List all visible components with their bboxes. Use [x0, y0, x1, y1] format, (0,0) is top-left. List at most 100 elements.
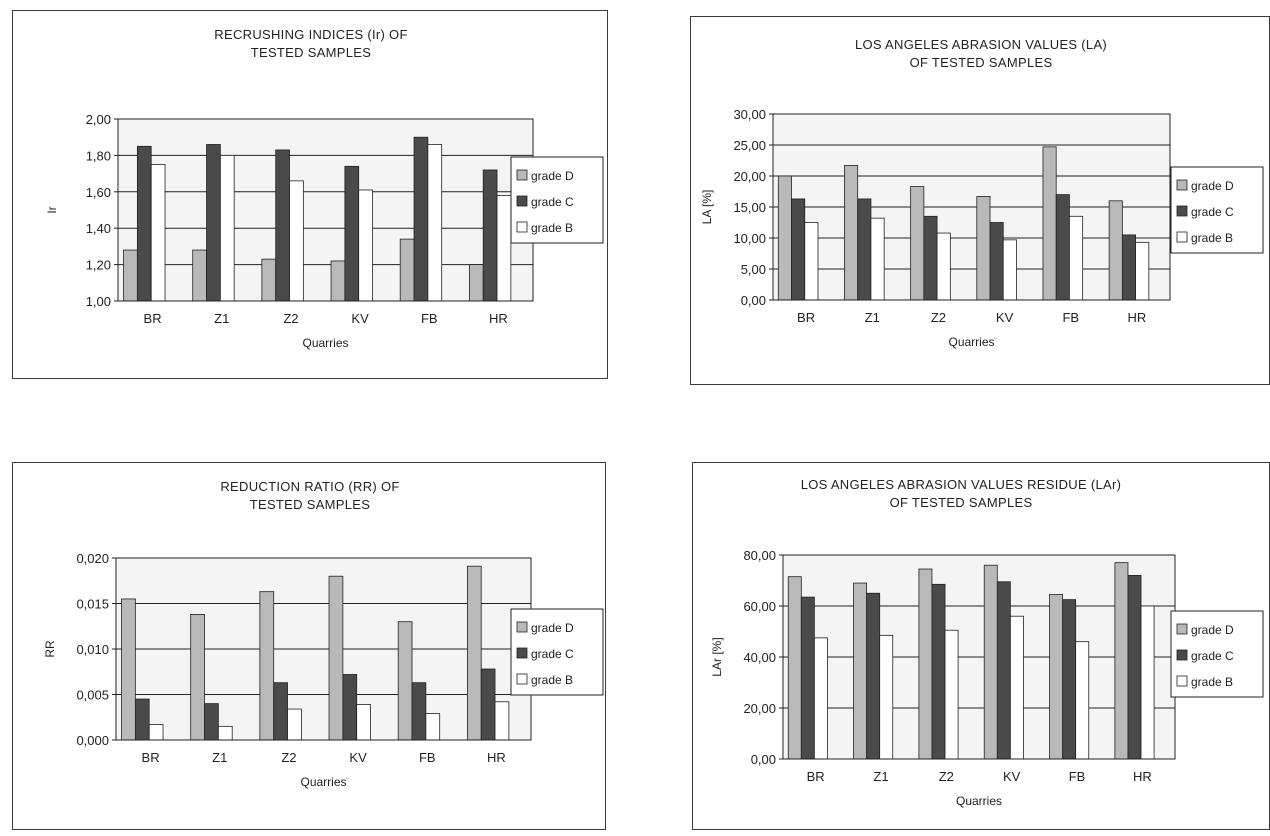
x-tick-label: Z2 [283, 311, 298, 326]
bar-grade-B-FB [1075, 641, 1090, 760]
legend-swatch [516, 673, 528, 685]
y-axis-label: RR [43, 640, 57, 658]
bar-grade-D-KV [976, 196, 991, 301]
bar-grade-B-HR [496, 195, 512, 302]
x-tick-label: HR [489, 311, 508, 326]
bar-grade-B-Z1 [219, 154, 235, 302]
y-tick-label: 1,00 [86, 294, 111, 309]
legend-label: grade C [531, 647, 574, 661]
bar-grade-B-BR [804, 222, 819, 301]
bar-grade-B-Z2 [287, 708, 302, 741]
bar-grade-B-BR [813, 637, 828, 760]
y-tick-label: 20,00 [733, 169, 766, 184]
x-tick-label: Z2 [931, 310, 946, 325]
bar-grade-D-FB [399, 238, 415, 302]
legend-label: grade B [1191, 675, 1233, 689]
chart-panel-la-abrasion: LOS ANGELES ABRASION VALUES (LA) OF TESTE… [690, 16, 1270, 385]
bar-grade-C-BR [136, 145, 152, 302]
y-tick-label: 5,00 [741, 262, 766, 277]
x-tick-label: FB [421, 311, 438, 326]
legend-swatch [1176, 623, 1188, 635]
chart-title: LOS ANGELES ABRASION VALUES RESIDUE (LAr… [801, 477, 1122, 492]
x-tick-label: FB [1062, 310, 1079, 325]
bar-grade-C-KV [996, 581, 1011, 760]
chart-panel-lar-abrasion: LOS ANGELES ABRASION VALUES RESIDUE (LAr… [692, 462, 1270, 830]
x-tick-label: KV [1003, 769, 1021, 784]
bar-grade-D-Z1 [844, 165, 859, 301]
bar-grade-C-FB [413, 136, 429, 302]
chart-title: LOS ANGELES ABRASION VALUES (LA) [855, 37, 1107, 52]
chart-subtitle: TESTED SAMPLES [251, 45, 372, 60]
chart-subtitle: OF TESTED SAMPLES [890, 495, 1033, 510]
y-tick-label: 30,00 [733, 107, 766, 122]
legend-swatch [1176, 205, 1188, 217]
bar-grade-D-FB [1042, 146, 1057, 301]
x-tick-label: BR [807, 769, 825, 784]
bar-grade-D-FB [1049, 594, 1064, 760]
bar-grade-B-Z2 [944, 629, 959, 760]
legend-label: grade B [1191, 231, 1233, 245]
bar-grade-D-KV [328, 575, 344, 741]
bar-grade-B-FB [427, 144, 443, 302]
legend-label: grade B [531, 673, 573, 687]
y-tick-label: 2,00 [86, 112, 111, 127]
legend-label: grade C [531, 195, 574, 209]
y-axis-label: LAr [%] [710, 637, 724, 676]
chart-title: REDUCTION RATIO (RR) OF [220, 479, 399, 494]
legend-swatch [1176, 231, 1188, 243]
chart-la-abrasion: LOS ANGELES ABRASION VALUES (LA) OF TESTE… [700, 37, 1264, 349]
bar-grade-D-Z2 [261, 258, 277, 302]
bar-grade-C-BR [800, 596, 815, 760]
x-tick-label: Z1 [212, 750, 227, 765]
x-tick-label: HR [487, 750, 506, 765]
y-tick-label: 1,60 [86, 185, 111, 200]
y-tick-label: 20,00 [743, 701, 776, 716]
x-tick-label: KV [351, 311, 369, 326]
x-tick-label: HR [1128, 310, 1147, 325]
y-tick-label: 0,010 [76, 642, 109, 657]
bar-grade-B-BR [148, 724, 164, 741]
chart-panel-recrushing: RECRUSHING INDICES (Ir) OF TESTED SAMPLES… [12, 10, 608, 379]
x-tick-label: Z2 [281, 750, 296, 765]
y-tick-label: 0,020 [76, 551, 109, 566]
bar-grade-D-Z1 [853, 582, 868, 760]
legend-label: grade D [1191, 179, 1234, 193]
x-axis-label: Quarries [956, 794, 1002, 808]
bar-grade-C-Z1 [206, 144, 221, 302]
bar-grade-C-Z1 [857, 198, 872, 301]
legend-swatch [516, 647, 528, 659]
y-tick-label: 10,00 [733, 231, 766, 246]
legend-swatch [516, 169, 528, 181]
y-tick-label: 40,00 [743, 650, 776, 665]
y-tick-label: 0,00 [751, 752, 776, 767]
bar-grade-B-Z1 [217, 725, 233, 741]
plot-area [118, 119, 533, 301]
bar-grade-C-HR [1121, 234, 1136, 301]
bar-grade-D-Z1 [192, 249, 207, 302]
bar-grade-D-FB [397, 621, 413, 741]
bar-grade-B-KV [356, 704, 371, 741]
bar-grade-C-KV [989, 222, 1004, 301]
y-tick-label: 15,00 [733, 200, 766, 215]
bar-grade-C-HR [1127, 575, 1142, 760]
y-tick-label: 0,000 [76, 733, 109, 748]
y-axis-label: Ir [45, 206, 59, 213]
legend-swatch [516, 621, 528, 633]
bar-grade-B-Z2 [289, 180, 304, 302]
x-tick-label: HR [1133, 769, 1152, 784]
bar-grade-D-HR [466, 565, 482, 741]
x-tick-label: Z1 [865, 310, 880, 325]
y-tick-label: 1,40 [86, 221, 111, 236]
bar-grade-B-Z1 [879, 634, 894, 760]
legend-swatch [516, 221, 528, 233]
y-axis-label: LA [%] [700, 190, 714, 225]
x-axis-label: Quarries [948, 335, 994, 349]
y-tick-label: 0,015 [76, 597, 109, 612]
bar-grade-C-KV [342, 674, 358, 741]
x-tick-label: BR [144, 311, 162, 326]
legend-swatch [1176, 675, 1188, 687]
x-tick-label: BR [142, 750, 160, 765]
bar-grade-C-FB [1062, 599, 1077, 760]
legend-label: grade C [1191, 205, 1234, 219]
legend-label: grade D [531, 169, 574, 183]
